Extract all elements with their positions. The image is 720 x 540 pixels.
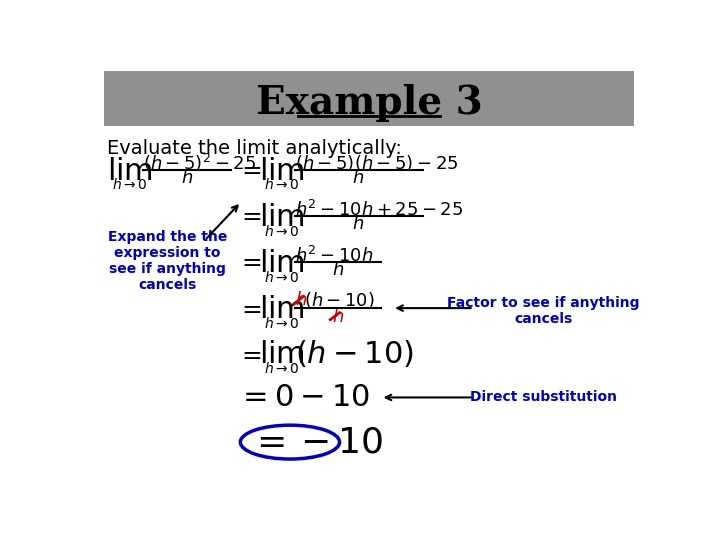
Text: Direct substitution: Direct substitution xyxy=(470,390,617,404)
Text: $\lim$: $\lim$ xyxy=(259,339,305,370)
Text: $(h-5)(h-5)-25$: $(h-5)(h-5)-25$ xyxy=(294,153,458,173)
Text: $h$: $h$ xyxy=(294,292,307,309)
Text: $=-10$: $=-10$ xyxy=(249,425,383,459)
Text: $h$: $h$ xyxy=(352,215,364,233)
Text: $\lim$: $\lim$ xyxy=(259,294,305,325)
Text: $h \rightarrow 0$: $h \rightarrow 0$ xyxy=(112,178,148,192)
Text: $h$: $h$ xyxy=(352,169,364,187)
Text: $h \rightarrow 0$: $h \rightarrow 0$ xyxy=(264,361,300,376)
Text: $h \rightarrow 0$: $h \rightarrow 0$ xyxy=(264,316,300,331)
Text: $h$: $h$ xyxy=(181,169,194,187)
Text: $=$: $=$ xyxy=(238,296,262,320)
FancyBboxPatch shape xyxy=(104,71,634,126)
Text: $=$: $=$ xyxy=(238,158,262,181)
Text: $h^2-10h$: $h^2-10h$ xyxy=(294,246,373,266)
Text: $=$: $=$ xyxy=(238,204,262,227)
Text: $\lim$: $\lim$ xyxy=(259,248,305,279)
Text: Example 3: Example 3 xyxy=(256,84,482,122)
Text: $(h-10)$: $(h-10)$ xyxy=(304,291,375,310)
Text: Evaluate the limit analytically:: Evaluate the limit analytically: xyxy=(107,139,402,159)
Text: $(h-5)^2-25$: $(h-5)^2-25$ xyxy=(143,152,256,174)
Text: $\lim$: $\lim$ xyxy=(259,202,305,233)
Text: Expand the the
expression to
see if anything
cancels: Expand the the expression to see if anyt… xyxy=(108,230,228,293)
Text: $\lim$: $\lim$ xyxy=(107,156,153,186)
Text: Factor to see if anything
cancels: Factor to see if anything cancels xyxy=(447,296,639,326)
Text: $h \rightarrow 0$: $h \rightarrow 0$ xyxy=(264,270,300,285)
Text: $=$: $=$ xyxy=(238,251,262,273)
Text: $h$: $h$ xyxy=(332,308,344,326)
Text: $(h-10)$: $(h-10)$ xyxy=(294,339,413,370)
Text: $h^2-10h+25-25$: $h^2-10h+25-25$ xyxy=(294,199,463,220)
Text: $\lim$: $\lim$ xyxy=(259,156,305,186)
Text: $h \rightarrow 0$: $h \rightarrow 0$ xyxy=(264,224,300,239)
Text: $=$: $=$ xyxy=(238,343,262,366)
Text: $h$: $h$ xyxy=(332,261,344,279)
Text: $=0-10$: $=0-10$ xyxy=(238,382,370,413)
Text: $h \rightarrow 0$: $h \rightarrow 0$ xyxy=(264,178,300,192)
